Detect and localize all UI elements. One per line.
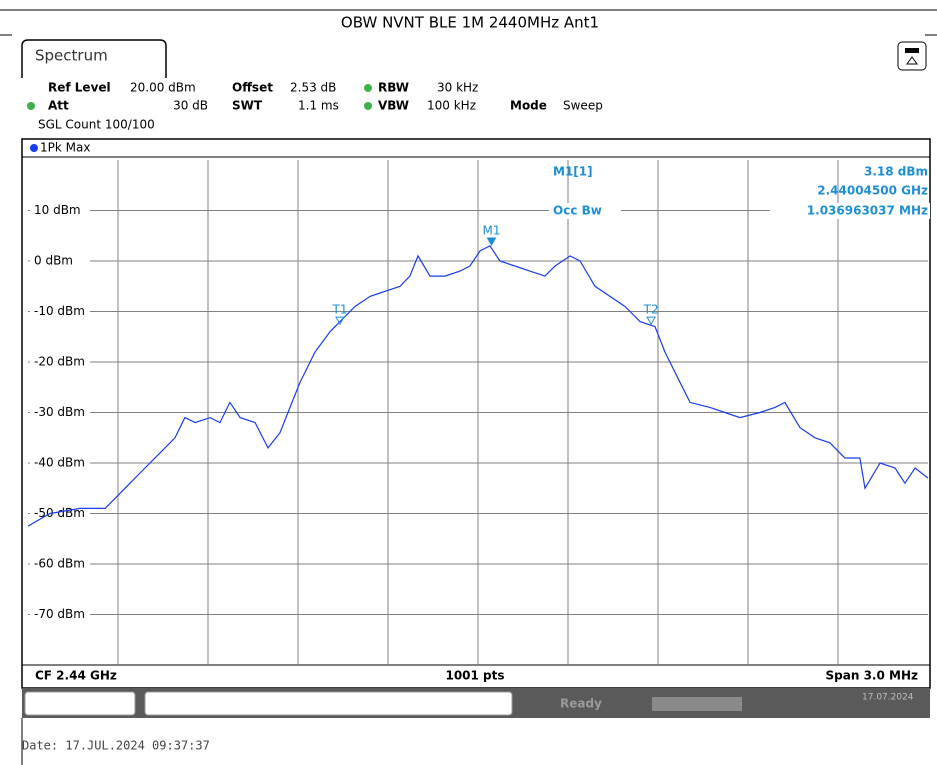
y-tick-label: -60 dBm (34, 557, 85, 571)
sweep-points: 1001 pts (445, 669, 504, 683)
marker-label: M1 (483, 223, 501, 237)
label-backdrop (30, 606, 90, 623)
setting-value: 1.1 ms (298, 99, 339, 113)
status-field[interactable] (24, 691, 136, 716)
label-backdrop (30, 303, 90, 320)
setting-value: 100 kHz (427, 99, 476, 113)
button-icon (905, 48, 919, 53)
plot: 10 dBm 0 dBm -10 dBm -20 dBm -30 dBm -40 dBm -… (27, 160, 929, 665)
marker-level: 3.18 dBm (864, 165, 928, 179)
span: Span 3.0 MHz (826, 669, 918, 683)
progress-indicator (652, 697, 742, 711)
sweep-count: SGL Count 100/100 (38, 118, 155, 132)
y-tick-label: -70 dBm (34, 607, 85, 621)
label-backdrop (770, 203, 930, 219)
setting-label: Offset (232, 81, 273, 95)
status-dot (364, 102, 372, 110)
label-backdrop (30, 354, 90, 370)
setting-value: 2.53 dB (290, 81, 336, 95)
status-date: 17.07.2024 (862, 693, 914, 703)
label-backdrop (30, 253, 90, 269)
center-frequency: CF 2.44 GHz (35, 669, 117, 683)
tab-label: Spectrum (35, 47, 108, 65)
occupied-bw-label: Occ Bw (553, 204, 602, 218)
trace-label: 1Pk Max (40, 141, 90, 155)
label-backdrop (30, 556, 90, 572)
occupied-bw: 1.036963037 MHz (807, 204, 928, 218)
marker (646, 316, 656, 326)
tab[interactable] (21, 39, 167, 78)
setting-label: SWT (232, 99, 263, 113)
label-backdrop (30, 404, 90, 421)
y-tick-label: -10 dBm (34, 304, 85, 318)
y-tick-label: 10 dBm (34, 203, 81, 217)
marker (486, 237, 497, 246)
status-dot (364, 84, 372, 92)
button-icon (906, 56, 918, 65)
setting-label: RBW (378, 81, 409, 95)
y-tick-label: -40 dBm (34, 456, 85, 470)
setting-label: Ref Level (48, 81, 111, 95)
label-backdrop (30, 455, 90, 471)
marker-frequency: 2.44004500 GHz (817, 184, 928, 198)
setting-value: 20.00 dBm (130, 81, 196, 95)
overview-button[interactable] (897, 41, 927, 71)
setting-label: Att (48, 99, 69, 113)
status-field[interactable] (144, 691, 513, 716)
y-tick-label: 0 dBm (34, 254, 73, 268)
label-backdrop (30, 202, 90, 219)
status-dot (27, 102, 35, 110)
setting-value: 30 dB (173, 99, 208, 113)
y-tick-label: -30 dBm (34, 405, 85, 419)
setting-label: VBW (378, 99, 409, 113)
y-tick-label: -20 dBm (34, 355, 85, 369)
marker-label: T1 (332, 303, 348, 317)
date-line: Date: 17.JUL.2024 09:37:37 (22, 739, 210, 753)
setting-value: Sweep (563, 99, 603, 113)
label-backdrop (549, 203, 621, 219)
trace (27, 245, 929, 527)
plot-frame (21, 138, 931, 689)
marker (335, 316, 345, 326)
setting-value: 30 kHz (437, 81, 478, 95)
trace-dot (30, 144, 38, 152)
setting-label: Mode (510, 99, 547, 113)
status-state: Ready (560, 697, 602, 711)
marker-name: M1[1] (553, 165, 593, 179)
marker-label: T2 (643, 303, 659, 317)
title: OBW NVNT BLE 1M 2440MHz Ant1 (341, 14, 599, 32)
